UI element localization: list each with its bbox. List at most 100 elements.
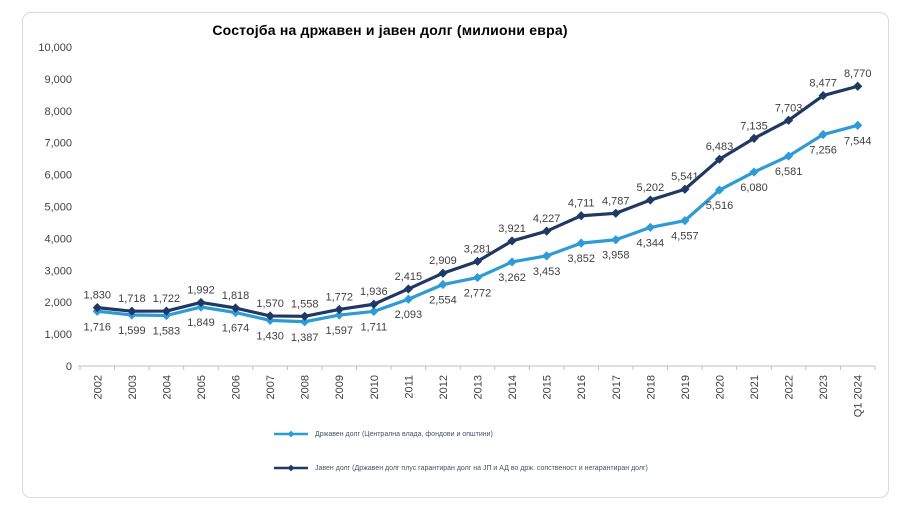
- x-tick-label: 2020: [714, 375, 726, 399]
- data-label: 1,387: [291, 332, 319, 344]
- data-point: [472, 272, 483, 283]
- data-point: [680, 184, 690, 194]
- data-point: [749, 133, 759, 143]
- data-label: 1,583: [153, 326, 181, 338]
- data-label: 3,262: [498, 272, 526, 284]
- data-point: [334, 310, 344, 320]
- x-tick-label: 2002: [92, 375, 104, 399]
- x-tick-label: 2023: [818, 375, 830, 399]
- data-point: [334, 304, 344, 315]
- data-point: [196, 297, 206, 308]
- x-tick-label: 2013: [473, 375, 485, 399]
- data-label: 1,936: [360, 286, 388, 298]
- data-label: 2,415: [395, 271, 423, 283]
- x-tick-label: 2005: [196, 375, 208, 399]
- data-label: 4,787: [602, 195, 630, 207]
- data-label: 5,516: [706, 200, 734, 212]
- y-tick-label: 7,000: [44, 138, 72, 150]
- data-label: 1,849: [187, 317, 215, 329]
- legend-label-state-debt: Државен долг (Централна влада, фондови и…: [315, 430, 493, 438]
- data-label: 3,852: [567, 253, 595, 265]
- data-label: 6,483: [706, 141, 734, 153]
- data-label: 7,256: [809, 145, 837, 157]
- data-point: [818, 90, 828, 101]
- data-label: 8,770: [844, 68, 872, 80]
- data-point: [507, 236, 517, 246]
- data-point: [818, 129, 828, 140]
- y-tick-label: 10,000: [38, 42, 72, 54]
- x-tick-label: 2016: [576, 375, 588, 399]
- x-tick-label: 2015: [542, 375, 554, 399]
- data-label: 1,599: [118, 325, 146, 337]
- data-label: 1,830: [84, 290, 112, 302]
- data-label: 7,135: [740, 120, 768, 132]
- data-label: 2,554: [429, 295, 457, 307]
- data-point: [783, 115, 794, 125]
- legend-label-public-debt: Јавен долг (Државен долг плус гарантиран…: [315, 464, 648, 472]
- data-point: [438, 279, 448, 290]
- data-label: 5,541: [671, 171, 699, 183]
- data-point: [230, 303, 241, 313]
- data-point: [300, 317, 310, 327]
- data-label: 1,992: [187, 284, 215, 296]
- legend-line-marker-state-debt-icon: [274, 430, 308, 438]
- x-tick-label: 2017: [611, 375, 623, 399]
- data-point: [472, 256, 483, 266]
- data-point: [542, 226, 552, 236]
- data-point: [507, 257, 517, 267]
- data-label: 1,558: [291, 298, 319, 310]
- data-label: 1,570: [256, 298, 284, 310]
- data-label: 7,703: [775, 102, 803, 114]
- data-point: [161, 306, 172, 316]
- data-label: 1,430: [256, 330, 284, 342]
- data-label: 2,772: [464, 288, 492, 300]
- x-tick-label: 2004: [161, 375, 173, 399]
- data-label: 4,557: [671, 231, 699, 243]
- legend-sample-marker: [287, 430, 295, 438]
- data-label: 4,711: [568, 198, 595, 210]
- data-point: [265, 311, 275, 321]
- y-tick-label: 3,000: [44, 265, 72, 277]
- chart-legend: Државен долг (Централна влада, фондови и…: [272, 427, 648, 475]
- y-tick-label: 4,000: [44, 233, 72, 245]
- data-point: [576, 238, 586, 248]
- data-point: [749, 167, 759, 177]
- y-tick-label: 6,000: [44, 170, 72, 182]
- y-tick-label: 8,000: [44, 106, 72, 118]
- data-point: [853, 120, 863, 130]
- y-tick-label: 2,000: [44, 297, 72, 309]
- y-tick-label: 1,000: [44, 329, 72, 341]
- data-point: [714, 185, 725, 195]
- data-label: 2,909: [429, 255, 457, 267]
- data-label: 4,227: [533, 213, 561, 225]
- data-label: 7,544: [844, 135, 872, 147]
- x-tick-label: 2022: [784, 375, 796, 399]
- legend-line-marker-public-debt-icon: [274, 464, 308, 472]
- data-point: [403, 284, 413, 294]
- data-point: [714, 154, 725, 164]
- legend-item-drzaven-dolg: Државен долг (Централна влада, фондови и…: [272, 427, 648, 441]
- x-tick-label: 2011: [403, 375, 415, 399]
- data-point: [645, 222, 655, 233]
- x-tick-label: 2018: [645, 375, 657, 399]
- y-tick-label: 9,000: [44, 74, 72, 86]
- x-tick-label: 2021: [749, 375, 761, 399]
- data-label: 1,818: [222, 290, 250, 302]
- data-label: 1,674: [222, 323, 250, 335]
- data-label: 4,344: [637, 237, 665, 249]
- y-tick-label: 0: [66, 361, 72, 373]
- data-label: 2,093: [395, 309, 423, 321]
- data-label: 1,772: [325, 291, 353, 303]
- data-point: [403, 294, 413, 304]
- data-point: [127, 306, 137, 316]
- x-tick-label: 2019: [680, 375, 692, 399]
- data-point: [369, 299, 379, 309]
- data-label: 3,281: [464, 243, 492, 255]
- data-point: [576, 211, 586, 221]
- data-label: 3,921: [498, 223, 526, 235]
- data-label: 3,453: [533, 266, 561, 278]
- y-tick-label: 5,000: [44, 202, 72, 214]
- data-label: 1,722: [153, 293, 181, 305]
- data-label: 6,080: [740, 182, 768, 194]
